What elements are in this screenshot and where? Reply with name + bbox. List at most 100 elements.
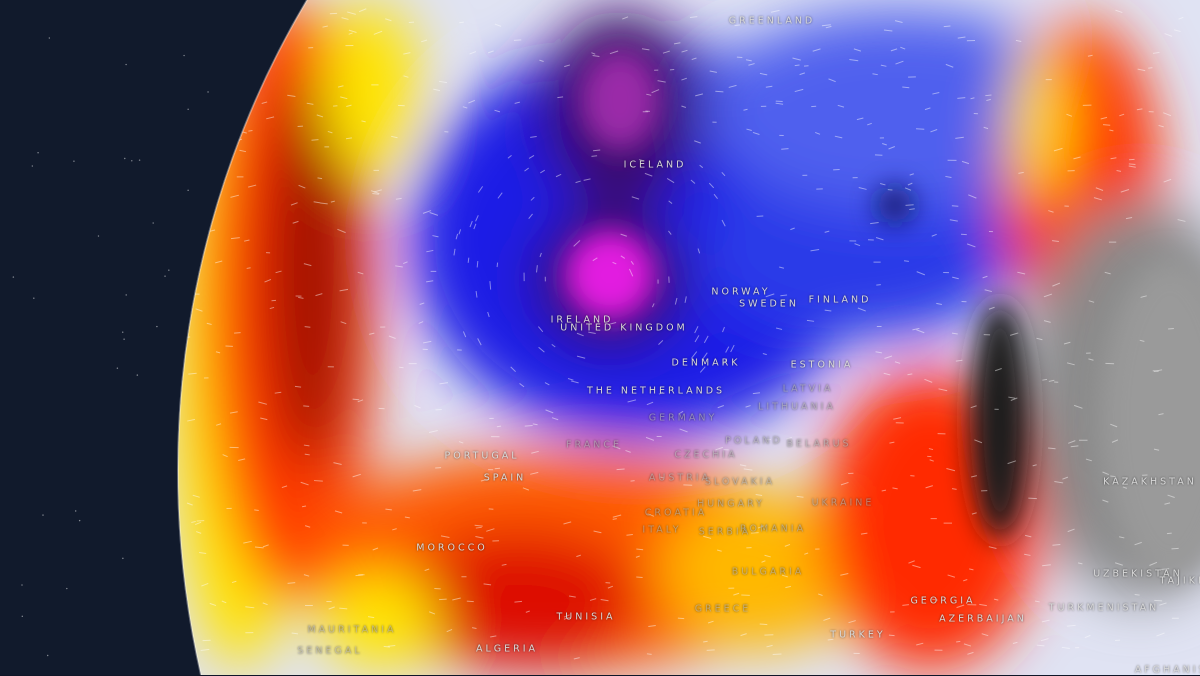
wind-streak <box>617 469 625 470</box>
wind-streak <box>904 261 909 262</box>
wind-streak <box>906 205 914 206</box>
wind-streak <box>182 214 190 215</box>
wind-streak <box>490 281 491 289</box>
country-label: GREECE <box>695 604 752 615</box>
wind-streak <box>204 110 211 111</box>
star <box>117 368 118 369</box>
wind-streak <box>211 155 215 156</box>
wind-streak <box>185 72 194 73</box>
country-label: NORWAY <box>711 287 770 298</box>
wind-streak <box>468 258 469 263</box>
wind-streak <box>1171 548 1178 549</box>
country-label: LITHUANIA <box>758 402 836 413</box>
wind-streak <box>952 206 958 207</box>
country-label: FINLAND <box>809 295 872 306</box>
country-label: KAZAKHSTAN <box>1103 477 1197 488</box>
wind-streak <box>295 386 301 387</box>
wind-streak <box>196 121 204 123</box>
star <box>207 91 208 92</box>
wind-streak <box>773 654 782 655</box>
country-label: TURKEY <box>830 630 885 641</box>
wind-streak <box>254 510 259 511</box>
star <box>123 339 124 340</box>
country-label: BULGARIA <box>732 567 805 578</box>
star <box>75 510 76 511</box>
wind-streak <box>188 20 193 21</box>
wind-streak <box>234 333 241 334</box>
star <box>156 326 157 327</box>
wind-streak <box>1103 125 1110 126</box>
star <box>125 64 126 65</box>
star <box>131 160 132 161</box>
wind-streak <box>305 327 311 328</box>
wind-streak <box>212 107 216 109</box>
country-label: SLOVAKIA <box>705 477 775 488</box>
star <box>98 235 99 236</box>
wind-streak <box>1135 595 1140 596</box>
wind-streak <box>399 367 403 368</box>
wind-streak <box>318 178 323 179</box>
wind-streak <box>944 26 951 27</box>
star <box>73 161 74 162</box>
country-label: ESTONIA <box>791 360 854 371</box>
wind-streak <box>956 641 960 642</box>
country-label: MOROCCO <box>416 543 488 554</box>
star <box>21 584 22 585</box>
country-label: HUNGARY <box>697 499 765 510</box>
country-label: LATVIA <box>783 384 834 395</box>
wind-streak <box>514 40 521 41</box>
star <box>49 37 50 38</box>
country-label: SWEDEN <box>739 299 799 310</box>
star <box>42 514 43 515</box>
country-label: POLAND <box>725 436 783 447</box>
country-label: TAJIKISTAN <box>1160 576 1200 587</box>
country-label: BELARUS <box>786 439 851 450</box>
wind-streak <box>591 156 597 157</box>
star <box>183 55 184 56</box>
wind-streak <box>311 140 318 141</box>
country-label: SPAIN <box>484 473 527 484</box>
country-label: CROATIA <box>645 508 707 519</box>
wind-streak <box>195 94 201 95</box>
country-label: ICELAND <box>624 160 687 171</box>
star <box>122 558 123 559</box>
wind-streak <box>193 168 198 170</box>
wind-streak <box>876 285 881 286</box>
country-label: PORTUGAL <box>444 451 519 462</box>
wind-streak <box>231 10 236 11</box>
wind-streak <box>626 535 632 536</box>
wind-streak <box>200 118 208 119</box>
country-label: AZERBAIJAN <box>939 614 1027 625</box>
wind-streak <box>631 481 635 482</box>
country-label: GREENLAND <box>729 16 816 27</box>
star <box>37 152 38 153</box>
wind-streak <box>497 263 498 268</box>
wind-streak <box>208 49 214 50</box>
star <box>13 276 14 277</box>
country-label: CZECHIA <box>674 450 737 461</box>
star <box>124 158 125 159</box>
star <box>47 655 48 656</box>
country-label: UKRAINE <box>812 498 875 509</box>
country-label: GEORGIA <box>910 596 975 607</box>
star <box>32 165 33 166</box>
star <box>33 297 34 298</box>
star <box>126 294 127 295</box>
wind-streak <box>439 599 447 600</box>
star <box>122 332 123 333</box>
wind-streak <box>795 65 800 66</box>
wind-streak <box>909 209 914 210</box>
wind-streak <box>314 481 323 482</box>
wind-streak <box>593 150 600 151</box>
wind-streak <box>497 426 501 427</box>
country-label: UNITED KINGDOM <box>560 323 688 334</box>
country-label: SENEGAL <box>297 646 362 657</box>
country-label: AFGHANISTAN <box>1135 665 1200 676</box>
country-label: THE NETHERLANDS <box>587 386 725 397</box>
country-label: ALGERIA <box>476 644 538 655</box>
wind-streak <box>197 202 204 205</box>
star <box>66 588 67 589</box>
